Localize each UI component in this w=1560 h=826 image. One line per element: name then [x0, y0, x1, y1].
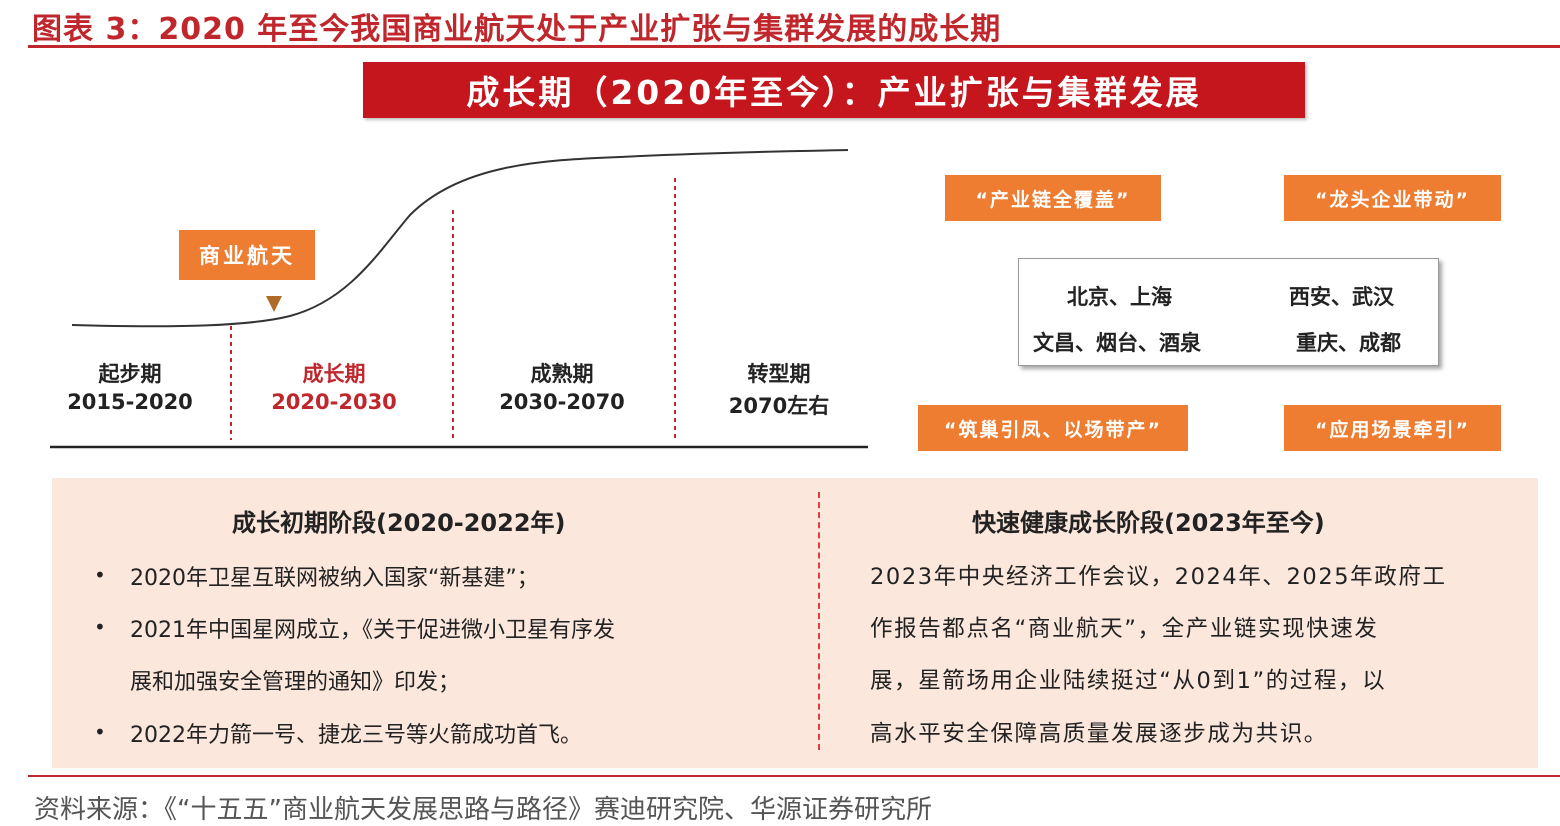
early-stage-bullet: 2020年卫星互联网被纳入国家“新基建”；	[130, 566, 539, 591]
tag-attract-industry: “筑巢引凤、以场带产”	[918, 405, 1188, 451]
phase-years-mature: 2030-2070	[499, 390, 625, 414]
bullet-dot-icon: •	[94, 615, 106, 639]
phase-name-growth: 成长期	[302, 362, 366, 386]
fast-stage-heading: 快速健康成长阶段(2023年至今)	[972, 509, 1325, 537]
early-stage-heading: 成长初期阶段(2020-2022年)	[232, 509, 566, 537]
phase-years-startup: 2015-2020	[67, 390, 193, 414]
cities-row1-left: 北京、上海	[1067, 285, 1172, 309]
phase-years-transition: 2070左右	[728, 394, 830, 418]
fast-stage-text-line: 展，星箭场用企业陆续挺过“从0到1”的过程，以	[870, 668, 1387, 694]
phase-name-transition: 转型期	[747, 362, 811, 386]
early-stage-bullet: 2021年中国星网成立，《关于促进微小卫星有序发	[130, 618, 615, 643]
marker-arrow-icon	[266, 296, 282, 312]
fast-stage-text-line: 2023年中央经济工作会议，2024年、2025年政府工	[870, 564, 1447, 590]
cities-row2-left: 文昌、烟台、酒泉	[1033, 331, 1201, 355]
phase-name-startup: 起步期	[98, 362, 162, 386]
phase-name-mature: 成熟期	[530, 362, 594, 386]
stage-banner: 成长期（2020年至今）：产业扩张与集群发展	[363, 62, 1305, 118]
title-rule	[28, 45, 1560, 48]
stage-detail-panel	[52, 478, 1538, 768]
tag-full-chain-coverage: “产业链全覆盖”	[945, 175, 1161, 221]
source-note: 资料来源：《“十五五”商业航天发展思路与路径》赛迪研究院、华源证券研究所	[34, 795, 932, 825]
cities-row1-right: 西安、武汉	[1289, 285, 1394, 309]
tag-application-scenarios: “应用场景牵引”	[1284, 405, 1501, 451]
cities-row2-right: 重庆、成都	[1296, 331, 1401, 355]
footer-rule	[28, 775, 1560, 777]
bullet-dot-icon: •	[94, 720, 106, 744]
fast-stage-text-line: 高水平安全保障高质量发展逐步成为共识。	[870, 721, 1328, 747]
phase-years-growth: 2020-2030	[271, 390, 397, 414]
figure-title: 图表 3：2020 年至今我国商业航天处于产业扩张与集群发展的成长期	[32, 12, 1002, 47]
early-stage-bullet: 2022年力箭一号、捷龙三号等火箭成功首飞。	[130, 723, 582, 748]
panel-divider	[818, 492, 820, 750]
s-curve	[71, 149, 849, 328]
fast-stage-text-line: 作报告都点名“商业航天”，全产业链实现快速发	[870, 616, 1379, 642]
commercial-space-marker-label: 商业航天	[179, 230, 315, 280]
early-stage-bullet-continuation: 展和加强安全管理的通知》印发；	[130, 670, 461, 695]
tag-leading-enterprise: “龙头企业带动”	[1284, 175, 1501, 221]
city-cluster-box: 北京、上海 西安、武汉 文昌、烟台、酒泉 重庆、成都	[1018, 258, 1439, 366]
bullet-dot-icon: •	[94, 563, 106, 587]
